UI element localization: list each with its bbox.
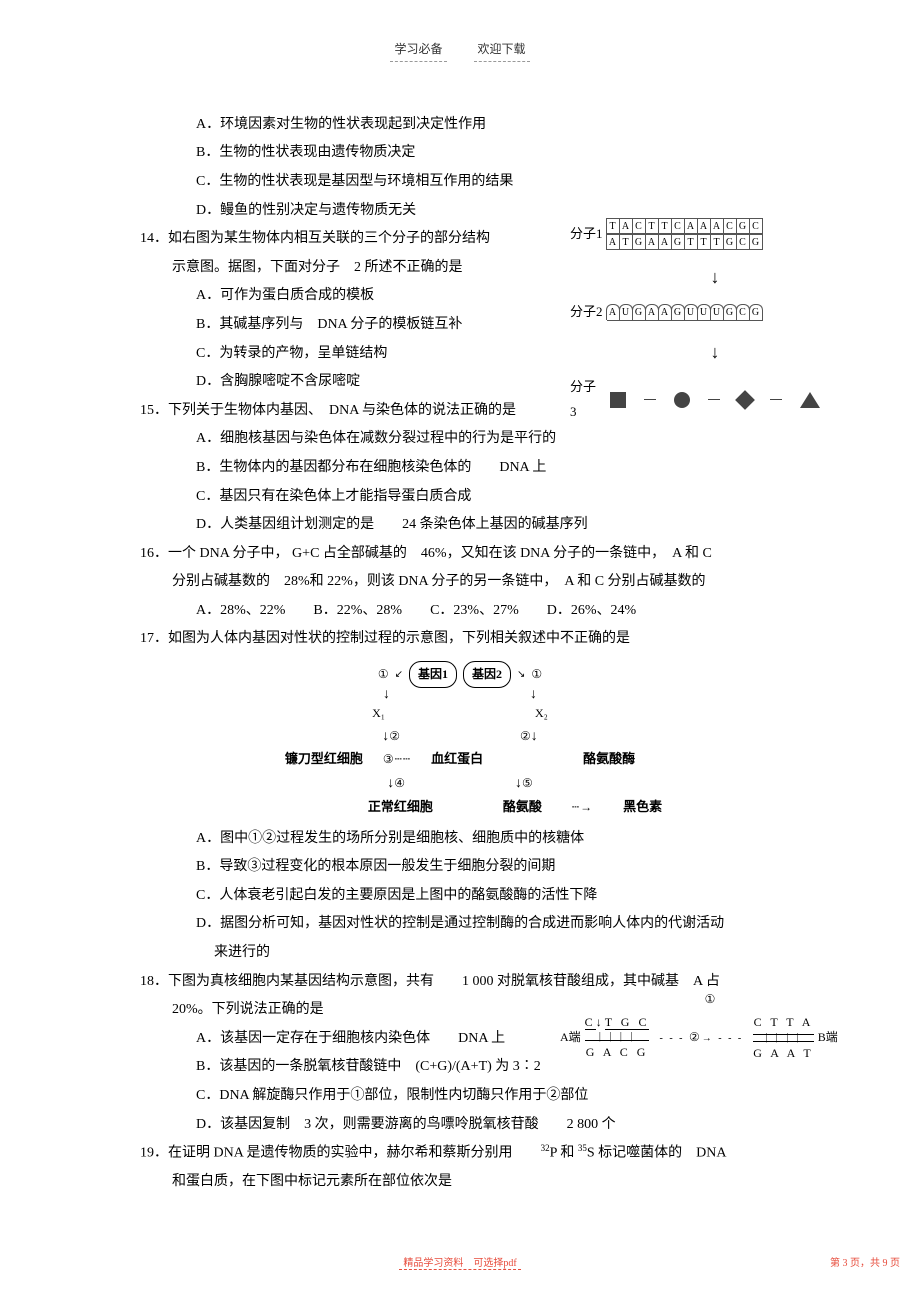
q17-tyrase: 酪氨酸酶 bbox=[583, 747, 635, 772]
q18-gap: - - - ②→ - - - bbox=[653, 1026, 749, 1049]
q17-sickle: 镰刀型红细胞 bbox=[285, 747, 363, 772]
q18-circ-1: ① bbox=[705, 992, 716, 1006]
q17-circ-4: ④ bbox=[394, 776, 405, 790]
q18-seg1-top: T G C bbox=[605, 1015, 650, 1030]
q19-line-1: 19．在证明 DNA 是遗传物质的实验中，赫尔希和蔡斯分别用 32P 和 35S… bbox=[140, 1140, 780, 1167]
q15-opt-a: A．细胞核基因与染色体在减数分裂过程中的行为是平行的 bbox=[140, 426, 780, 453]
square-icon bbox=[610, 392, 626, 408]
line-icon bbox=[708, 399, 720, 400]
q17-circ-5: ⑤ bbox=[522, 776, 533, 790]
q18-diagram: ① A端 C↓T G C | | | | G A C G - - - ②→ - … bbox=[560, 988, 840, 1064]
q17-opt-d1: D．据图分析可知，基因对性状的控制是通过控制酶的合成进而影响人体内的代谢活动 bbox=[140, 911, 780, 938]
q17-opt-d2: 来进行的 bbox=[140, 940, 780, 967]
q17-tyr: 酪氨酸 bbox=[503, 795, 542, 820]
q14-m2-label: 分子2 bbox=[570, 300, 603, 325]
header-left: 学习必备 bbox=[390, 38, 446, 62]
footer-text-1: 精品学习资料 bbox=[403, 1258, 463, 1269]
q19-line-2: 和蛋白质，在下图中标记元素所在部位依次是 bbox=[140, 1169, 780, 1196]
q15-opt-b: B．生物体内的基因都分布在细胞核染色体的 DNA 上 bbox=[140, 455, 780, 482]
line-icon bbox=[644, 399, 656, 400]
arrow-icon: ↓ bbox=[570, 254, 820, 300]
q17-opt-c: C．人体衰老引起白发的主要原因是上图中的酪氨酸酶的活性下降 bbox=[140, 883, 780, 910]
q19-l1b: P 和 bbox=[550, 1146, 578, 1161]
q17-gene2: 基因2 bbox=[463, 661, 511, 688]
arrow-icon: ↓ bbox=[570, 329, 820, 375]
q14-m1-label: 分子1 bbox=[570, 222, 603, 247]
q17-x2: X₂ bbox=[535, 702, 548, 725]
page-number: 第 3 页，共 9 页 bbox=[830, 1254, 900, 1273]
q14-m1-bot: ATGAAGTTTGCG bbox=[607, 234, 763, 250]
q14-m1-top: TACTTCAAACGC bbox=[607, 218, 763, 234]
q19-sup2: 35 bbox=[578, 1143, 587, 1153]
q17-melanin: 黑色素 bbox=[623, 795, 662, 820]
page-header: 学习必备 欢迎下载 bbox=[0, 0, 920, 62]
q19-l1c: S 标记噬菌体的 DNA bbox=[587, 1146, 727, 1161]
q17-circ-1b: ① bbox=[531, 663, 542, 686]
triangle-icon bbox=[800, 392, 820, 408]
footer-text-2: 可选择pdf bbox=[473, 1258, 516, 1269]
q16-line-1: 16．一个 DNA 分子中， G+C 占全部碱基的 46%，又知在该 DNA 分… bbox=[140, 541, 780, 568]
q17-x1: X₁ bbox=[372, 702, 385, 725]
q17-circ-2a: ② bbox=[389, 729, 400, 743]
q18-a-end: A端 bbox=[560, 1026, 581, 1049]
q13-opt-c: C．生物的性状表现是基因型与环境相互作用的结果 bbox=[140, 169, 780, 196]
q18-opt-c: C．DNA 解旋酶只作用于①部位，限制性内切酶只作用于②部位 bbox=[140, 1083, 780, 1110]
q13-opt-a: A．环境因素对生物的性状表现起到决定性作用 bbox=[140, 112, 780, 139]
q16-line-2: 分别占碱基数的 28%和 22%，则该 DNA 分子的另一条链中， A 和 C … bbox=[140, 569, 780, 596]
q16-opts: A．28%、22% B．22%、28% C．23%、27% D．26%、24% bbox=[140, 598, 780, 625]
header-right: 欢迎下载 bbox=[474, 38, 530, 62]
q14-m3-label: 分子3 bbox=[570, 375, 598, 424]
q18-b-end: B端 bbox=[818, 1026, 838, 1049]
circle-icon bbox=[674, 392, 690, 408]
q17-diagram: ① ↙ 基因1 基因2 ↘ ① ↓↓ X₁ X₂ ↓② ②↓ 镰刀型红细胞 ③┄… bbox=[250, 661, 670, 820]
q17-hb: 血红蛋白 bbox=[431, 747, 483, 772]
q14-diagram: 分子1 TACTTCAAACGC ATGAAGTTTGCG ↓ 分子2 AUGA… bbox=[570, 218, 820, 428]
q14-m2: AUGAAGUUUGCG bbox=[607, 304, 763, 321]
q14-m3-shapes bbox=[602, 392, 820, 408]
q18-seg2-bot: G A A T bbox=[753, 1041, 813, 1065]
q15-opt-d: D．人类基因组计划测定的是 24 条染色体上基因的碱基序列 bbox=[140, 512, 780, 539]
q18-circ-2: ② bbox=[689, 1030, 702, 1044]
q17-circ-2b: ② bbox=[520, 729, 531, 743]
q19-sup1: 32 bbox=[541, 1143, 550, 1153]
q17-opt-b: B．导致③过程变化的根本原因一般发生于细胞分裂的间期 bbox=[140, 854, 780, 881]
diamond-icon bbox=[735, 390, 755, 410]
q17-normal: 正常红细胞 bbox=[368, 795, 433, 820]
q13-opt-b: B．生物的性状表现由遗传物质决定 bbox=[140, 140, 780, 167]
line-icon bbox=[770, 399, 782, 400]
q17-gene1: 基因1 bbox=[409, 661, 457, 688]
q17-circ-1: ① bbox=[378, 663, 389, 686]
q17-stem: 17．如图为人体内基因对性状的控制过程的示意图，下列相关叙述中不正确的是 bbox=[140, 626, 780, 653]
q15-opt-c: C．基因只有在染色体上才能指导蛋白质合成 bbox=[140, 484, 780, 511]
q19-l1a: 19．在证明 DNA 是遗传物质的实验中，赫尔希和蔡斯分别用 bbox=[140, 1146, 541, 1161]
page-footer: 精品学习资料 可选择pdf bbox=[0, 1254, 920, 1273]
q17-circ-3: ③ bbox=[383, 752, 395, 766]
q18-opt-d: D．该基因复制 3 次，则需要游离的鸟嘌呤脱氧核苷酸 2 800 个 bbox=[140, 1112, 780, 1139]
q17-opt-a: A．图中①②过程发生的场所分别是细胞核、细胞质中的核糖体 bbox=[140, 826, 780, 853]
q18-seg1-bot: G A C G bbox=[585, 1040, 650, 1064]
